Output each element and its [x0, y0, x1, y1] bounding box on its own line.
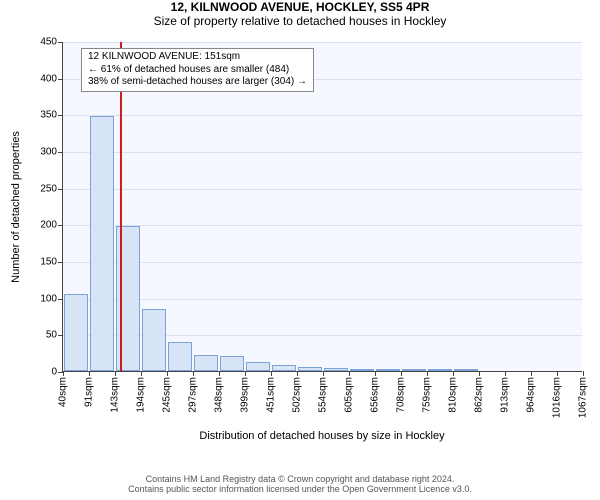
x-tick-label: 91sqm	[84, 377, 95, 407]
x-tick-label: 194sqm	[136, 377, 147, 413]
x-tick-label: 348sqm	[214, 377, 225, 413]
histogram-bar	[194, 355, 218, 371]
y-tick-label: 50	[46, 330, 63, 341]
x-tick-mark	[583, 371, 584, 376]
x-tick-label: 40sqm	[58, 377, 69, 407]
x-tick-label: 554sqm	[318, 377, 329, 413]
y-tick-label: 400	[40, 73, 63, 84]
x-tick-mark	[89, 371, 90, 376]
footer-line-1: Contains HM Land Registry data © Crown c…	[0, 474, 600, 484]
y-tick-label: 100	[40, 293, 63, 304]
x-tick-label: 605sqm	[344, 377, 355, 413]
x-tick-label: 451sqm	[266, 377, 277, 413]
chart-container: 12, KILNWOOD AVENUE, HOCKLEY, SS5 4PR Si…	[0, 0, 600, 500]
x-tick-mark	[219, 371, 220, 376]
gridline-h	[63, 262, 582, 263]
gridline-h	[63, 152, 582, 153]
x-tick-label: 1016sqm	[552, 377, 563, 418]
histogram-bar	[64, 294, 88, 371]
x-tick-label: 964sqm	[526, 377, 537, 413]
x-tick-label: 297sqm	[188, 377, 199, 413]
x-tick-mark	[401, 371, 402, 376]
x-tick-mark	[297, 371, 298, 376]
gridline-h	[63, 225, 582, 226]
plot-area: 05010015020025030035040045040sqm91sqm143…	[62, 42, 582, 372]
chart-title: 12, KILNWOOD AVENUE, HOCKLEY, SS5 4PR	[0, 0, 600, 14]
x-tick-label: 913sqm	[500, 377, 511, 413]
x-tick-mark	[479, 371, 480, 376]
x-tick-mark	[193, 371, 194, 376]
x-tick-label: 399sqm	[240, 377, 251, 413]
y-tick-label: 300	[40, 147, 63, 158]
annotation-box: 12 KILNWOOD AVENUE: 151sqm← 61% of detac…	[81, 48, 314, 92]
histogram-bar	[376, 369, 400, 371]
histogram-bar	[298, 367, 322, 371]
x-tick-mark	[167, 371, 168, 376]
histogram-bar	[90, 116, 114, 371]
y-tick-label: 0	[51, 367, 63, 378]
histogram-bar	[168, 342, 192, 371]
x-tick-label: 656sqm	[370, 377, 381, 413]
x-tick-mark	[557, 371, 558, 376]
y-axis-label: Number of detached properties	[10, 131, 22, 283]
gridline-h	[63, 299, 582, 300]
x-tick-label: 708sqm	[396, 377, 407, 413]
x-tick-label: 502sqm	[292, 377, 303, 413]
y-tick-label: 200	[40, 220, 63, 231]
x-tick-mark	[323, 371, 324, 376]
x-tick-mark	[141, 371, 142, 376]
x-tick-label: 143sqm	[110, 377, 121, 413]
annotation-line: 38% of semi-detached houses are larger (…	[88, 76, 307, 89]
histogram-bar	[142, 309, 166, 371]
x-tick-mark	[453, 371, 454, 376]
histogram-bar	[324, 368, 348, 371]
annotation-line: ← 61% of detached houses are smaller (48…	[88, 64, 307, 77]
footer-line-2: Contains public sector information licen…	[0, 484, 600, 494]
x-tick-mark	[427, 371, 428, 376]
x-tick-mark	[115, 371, 116, 376]
x-tick-mark	[505, 371, 506, 376]
footer-attribution: Contains HM Land Registry data © Crown c…	[0, 474, 600, 494]
x-tick-label: 810sqm	[448, 377, 459, 413]
x-tick-mark	[375, 371, 376, 376]
gridline-h	[63, 42, 582, 43]
gridline-h	[63, 189, 582, 190]
x-tick-mark	[349, 371, 350, 376]
chart-subtitle: Size of property relative to detached ho…	[0, 14, 600, 28]
histogram-bar	[454, 369, 478, 371]
x-tick-mark	[63, 371, 64, 376]
histogram-bar	[246, 362, 270, 371]
y-tick-label: 150	[40, 257, 63, 268]
histogram-bar	[272, 365, 296, 371]
x-tick-label: 1067sqm	[578, 377, 589, 418]
x-tick-label: 862sqm	[474, 377, 485, 413]
y-tick-label: 450	[40, 37, 63, 48]
histogram-bar	[350, 369, 374, 371]
gridline-h	[63, 335, 582, 336]
histogram-bar	[220, 356, 244, 371]
annotation-line: 12 KILNWOOD AVENUE: 151sqm	[88, 51, 307, 64]
histogram-bar	[402, 369, 426, 371]
x-axis-label: Distribution of detached houses by size …	[199, 430, 444, 442]
y-tick-label: 350	[40, 110, 63, 121]
x-tick-label: 759sqm	[422, 377, 433, 413]
x-tick-label: 245sqm	[162, 377, 173, 413]
x-tick-mark	[531, 371, 532, 376]
x-tick-mark	[245, 371, 246, 376]
histogram-bar	[428, 369, 452, 371]
y-tick-label: 250	[40, 183, 63, 194]
x-tick-mark	[271, 371, 272, 376]
gridline-h	[63, 115, 582, 116]
